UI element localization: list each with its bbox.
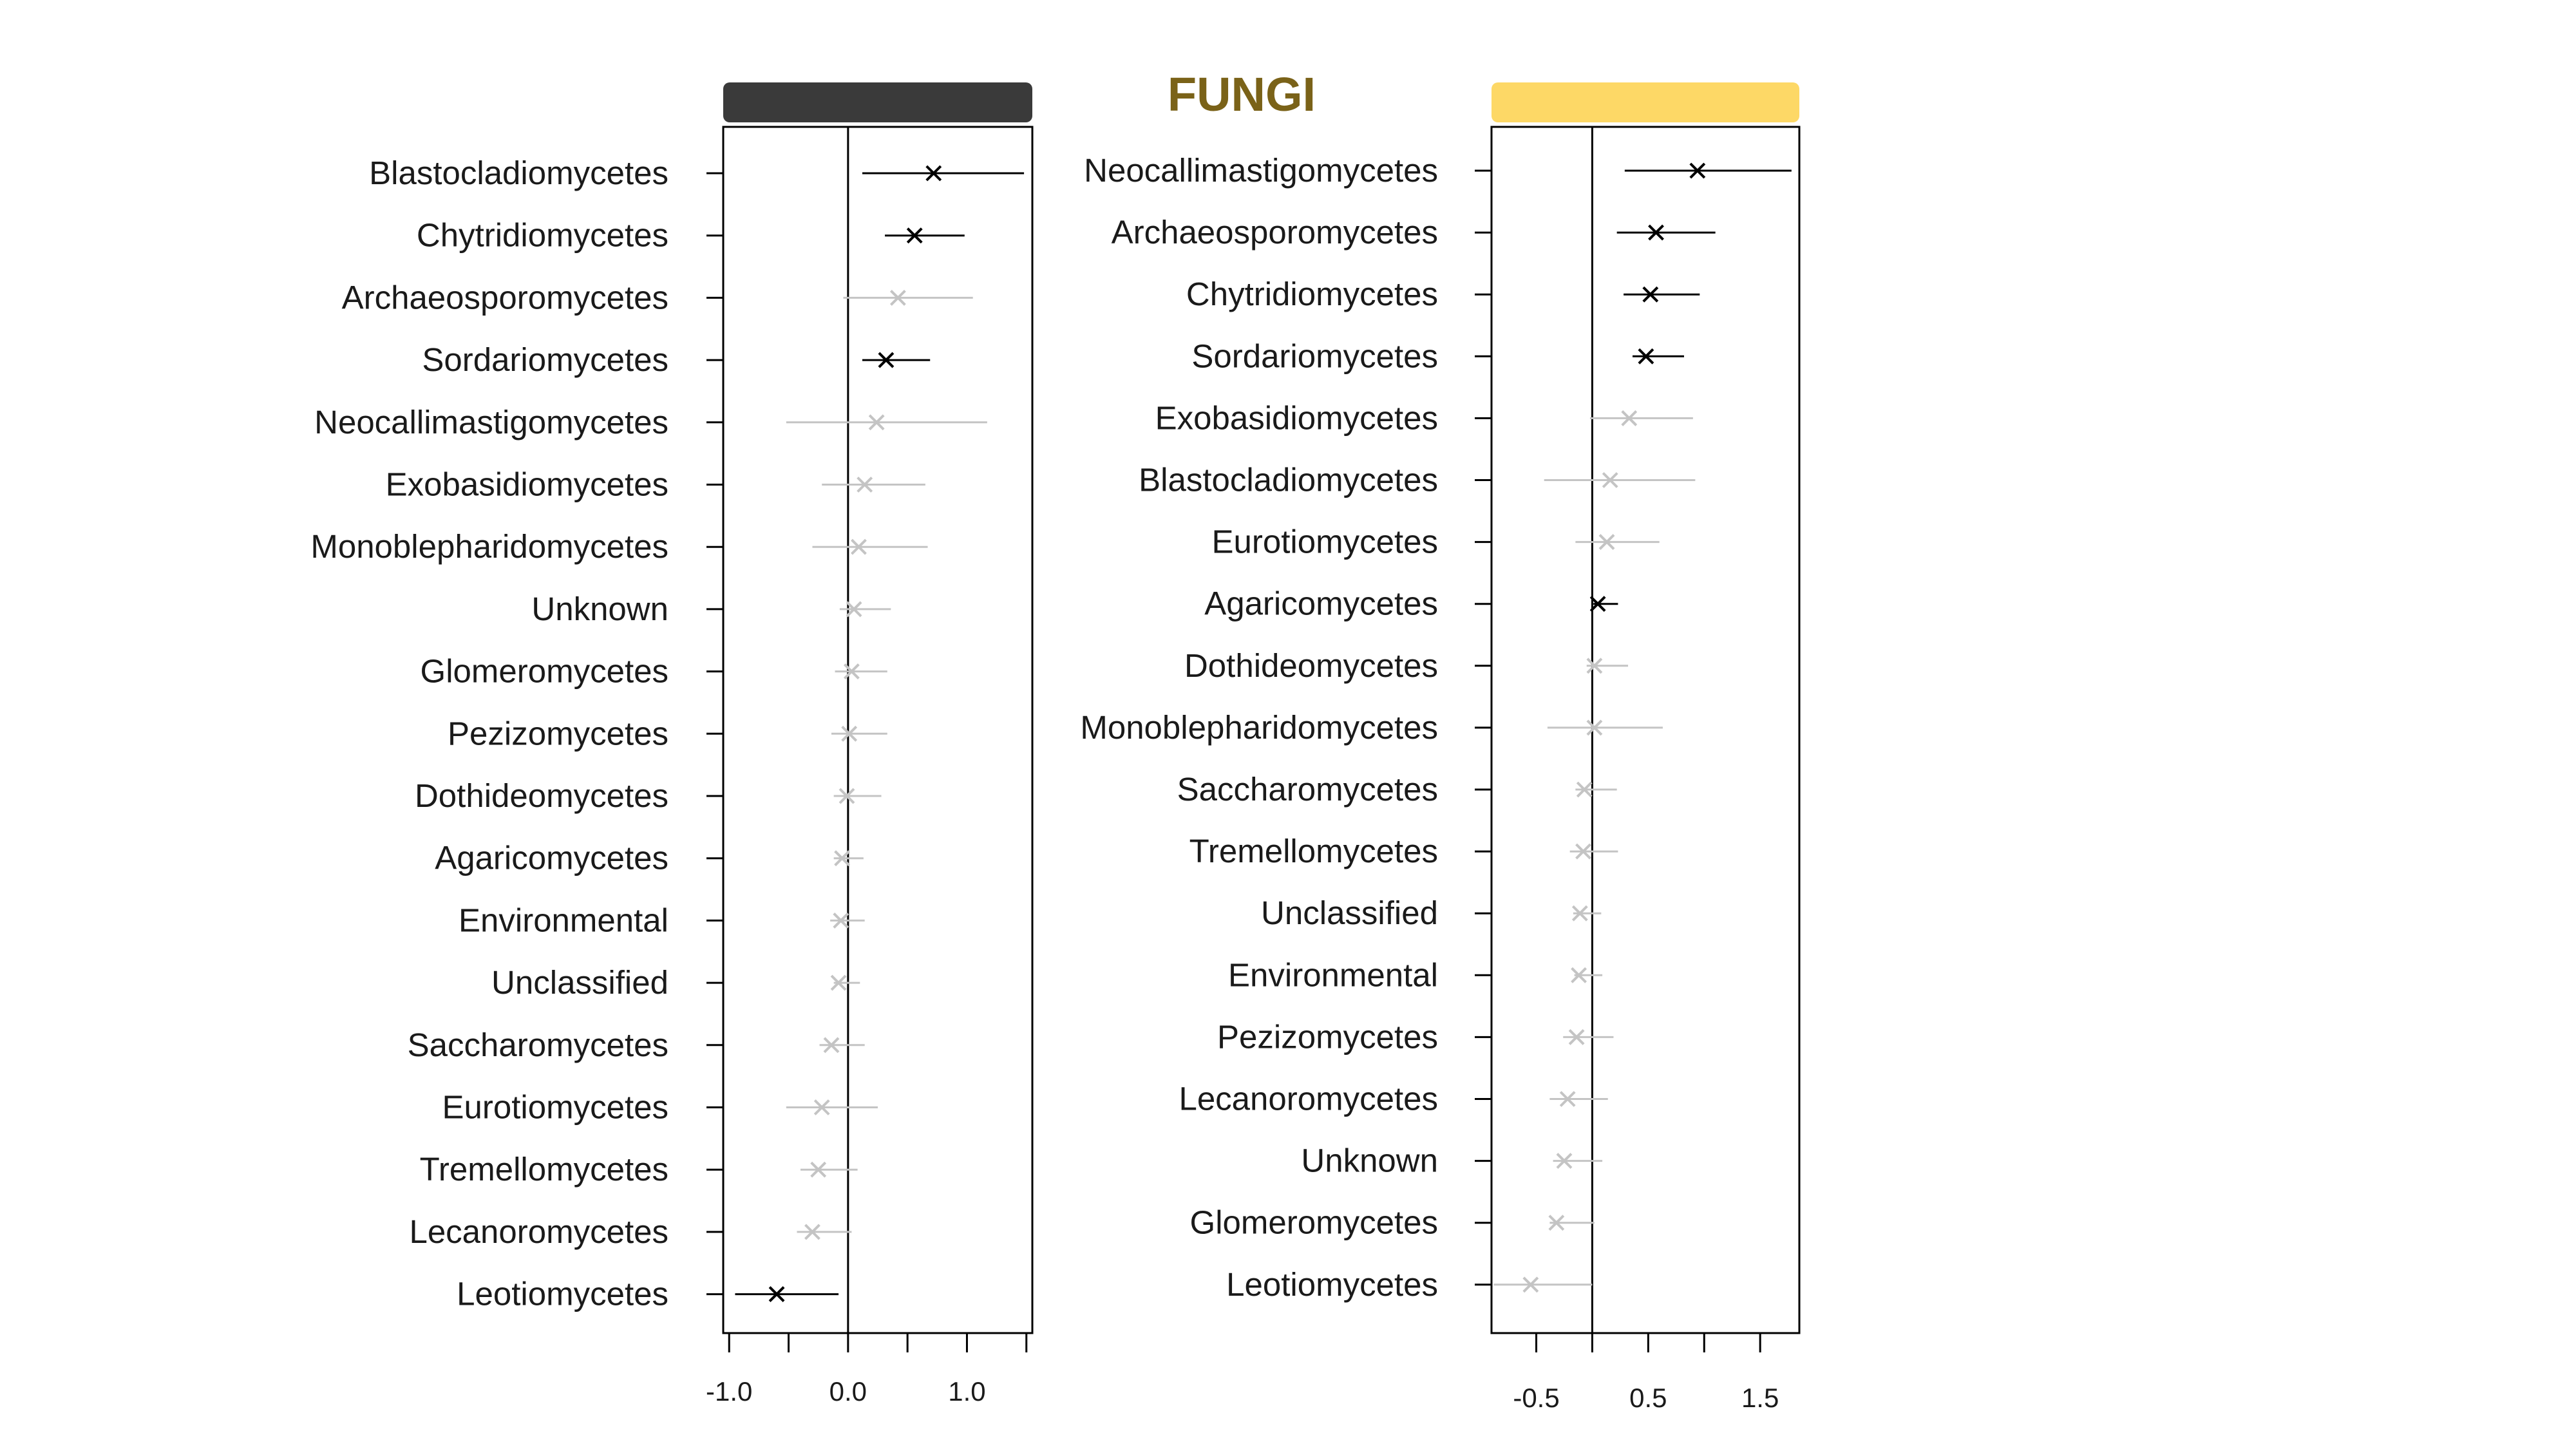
right-x-tick-label: -0.5 [1513, 1383, 1559, 1413]
right-category-label: Exobasidiomycetes [1155, 399, 1438, 436]
right-category-label: Glomeromycetes [1190, 1204, 1438, 1241]
right-category-label: Agaricomycetes [1204, 585, 1438, 622]
left-estimate-marker [868, 414, 885, 431]
right-category-label: Unclassified [1261, 895, 1438, 931]
left-estimate-marker [834, 850, 851, 867]
left-category-label: Chytridiomycetes [417, 217, 668, 254]
right-estimate-marker [1621, 410, 1638, 426]
left-category-label: Saccharomycetes [408, 1027, 668, 1063]
right-plot-frame [1490, 126, 1801, 1334]
right-estimate-marker [1586, 719, 1603, 736]
left-category-label: Unclassified [491, 964, 668, 1001]
left-estimate-marker [830, 974, 847, 991]
right-category-label: Sordariomycetes [1191, 337, 1438, 374]
left-category-label: Blastocladiomycetes [369, 155, 668, 191]
left-plot-frame [722, 126, 1034, 1334]
right-category-label: Unknown [1301, 1142, 1438, 1179]
left-estimate-marker [804, 1224, 820, 1240]
left-estimate-marker [851, 538, 867, 555]
left-category-label: Monoblepharidomycetes [310, 528, 668, 565]
left-category-label: Glomeromycetes [421, 653, 668, 690]
right-x-tick-label: 0.5 [1629, 1383, 1667, 1413]
left-category-label: Leotiomycetes [457, 1276, 668, 1312]
left-category-label: Sordariomycetes [422, 341, 668, 378]
right-category-label: Saccharomycetes [1177, 771, 1438, 808]
right-x-tick-label: 1.5 [1741, 1383, 1779, 1413]
right-estimate-marker [1559, 1091, 1576, 1107]
left-category-label: Environmental [459, 902, 668, 938]
right-category-label: Lecanoromycetes [1179, 1081, 1438, 1117]
right-estimate-marker [1548, 1215, 1565, 1231]
right-category-label: Dothideomycetes [1184, 647, 1438, 684]
right-estimate-marker [1522, 1276, 1539, 1293]
right-category-label: Neocallimastigomycetes [1084, 152, 1438, 189]
left-x-tick-label: 0.0 [829, 1376, 867, 1406]
left-header-bar [723, 82, 1032, 122]
left-category-label: Eurotiomycetes [442, 1089, 668, 1126]
left-estimate-marker [846, 601, 862, 618]
right-estimate-marker [1575, 843, 1591, 860]
left-category-label: Dothideomycetes [415, 777, 668, 814]
left-category-label: Lecanoromycetes [409, 1213, 668, 1250]
left-estimate-marker [878, 352, 895, 368]
right-estimate-marker [1589, 596, 1606, 612]
left-estimate-marker [768, 1286, 785, 1303]
right-estimate-marker [1648, 224, 1664, 241]
right-category-label: Archaeosporomycetes [1112, 214, 1438, 251]
left-estimate-marker [841, 725, 858, 742]
right-category-label: Tremellomycetes [1189, 833, 1438, 869]
left-category-label: Unknown [531, 591, 668, 627]
right-estimate-marker [1576, 781, 1593, 798]
left-x-tick-label: 1.0 [948, 1376, 985, 1406]
left-estimate-marker [843, 663, 860, 680]
right-estimate-marker [1638, 348, 1654, 365]
left-estimate-marker [889, 289, 906, 306]
left-estimate-marker [810, 1161, 827, 1178]
right-estimate-marker [1602, 472, 1618, 488]
left-estimate-marker [833, 912, 849, 929]
left-estimate-marker [906, 227, 923, 244]
left-x-tick-label: -1.0 [706, 1376, 752, 1406]
right-panel: -0.5 0.5 1.5 Neocallimastigomycetes Archaeos… [1080, 82, 1801, 1413]
left-category-label: Tremellomycetes [420, 1151, 668, 1188]
right-category-label: Chytridiomycetes [1186, 276, 1438, 312]
right-estimate-marker [1586, 658, 1603, 674]
right-estimate-marker [1571, 905, 1588, 922]
right-estimate-marker [1568, 1028, 1585, 1045]
left-category-label: Neocallimastigomycetes [314, 404, 668, 440]
left-estimate-marker [838, 788, 855, 804]
left-estimate-marker [857, 477, 873, 493]
right-category-label: Monoblepharidomycetes [1080, 709, 1438, 746]
left-estimate-marker [823, 1037, 840, 1054]
right-header-bar [1492, 82, 1799, 122]
right-estimate-marker [1642, 286, 1659, 303]
right-estimate-marker [1598, 534, 1615, 551]
left-panel: -1.0 0.0 1.0 Blastocladiomycetes Chytridiomy… [310, 82, 1034, 1406]
left-category-label: Exobasidiomycetes [386, 466, 668, 503]
left-estimate-marker [925, 165, 942, 182]
right-category-label: Environmental [1228, 956, 1438, 993]
left-category-label: Archaeosporomycetes [342, 279, 668, 316]
right-estimate-marker [1571, 967, 1587, 983]
right-category-label: Pezizomycetes [1217, 1018, 1438, 1055]
right-estimate-marker [1556, 1153, 1573, 1170]
left-estimate-marker [813, 1099, 830, 1115]
left-category-label: Agaricomycetes [435, 840, 668, 876]
figure-title: FUNGI [1168, 68, 1316, 121]
left-category-label: Pezizomycetes [448, 715, 668, 752]
right-category-label: Blastocladiomycetes [1139, 462, 1438, 498]
right-category-label: Eurotiomycetes [1212, 524, 1438, 560]
right-category-label: Leotiomycetes [1226, 1266, 1438, 1303]
right-estimate-marker [1689, 162, 1706, 179]
